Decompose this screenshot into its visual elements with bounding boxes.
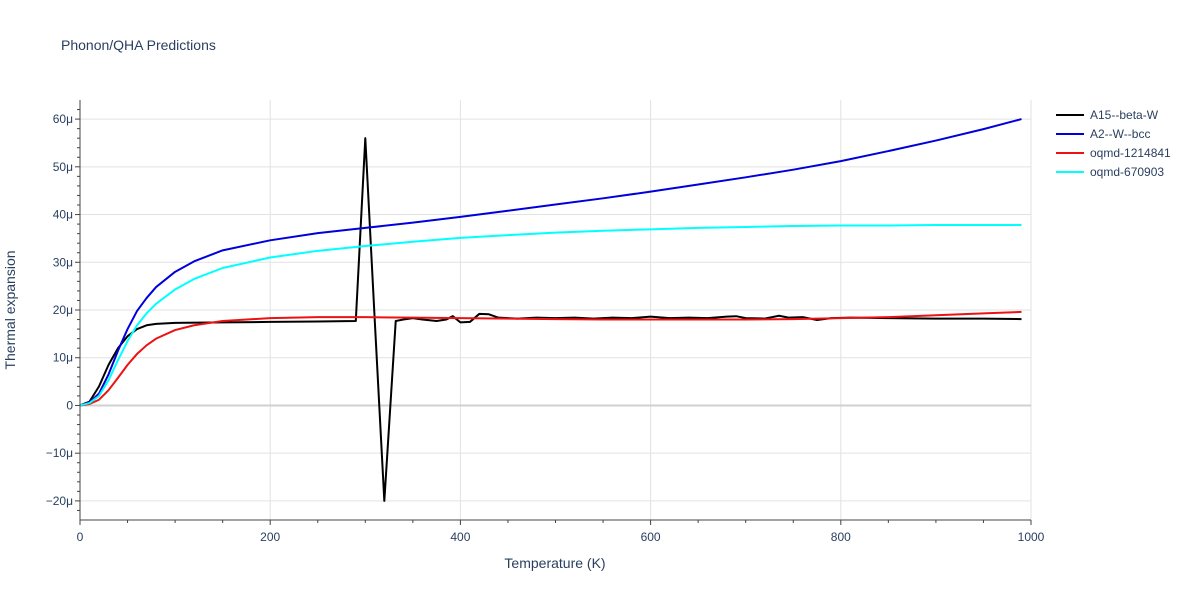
series-line-a2-w-bcc bbox=[79, 118, 1022, 407]
y-axis-title: Thermal expansion bbox=[2, 250, 18, 369]
series-lines bbox=[79, 118, 1022, 502]
y-tick-label: 60μ bbox=[53, 112, 73, 126]
x-axis-ticks: 0 200 400 600 800 1000 bbox=[77, 530, 1045, 544]
chart-title: Phonon/QHA Predictions bbox=[61, 37, 216, 53]
y-tick-label: 50μ bbox=[53, 160, 73, 174]
y-tick-label: 20μ bbox=[53, 303, 73, 317]
y-axis-ticks: −20μ −10μ 0 10μ 20μ 30μ 40μ 50μ 60μ bbox=[46, 112, 74, 508]
axes bbox=[75, 100, 1032, 525]
x-tick-label: 200 bbox=[260, 530, 280, 544]
legend-item[interactable]: oqmd-1214841 bbox=[1056, 146, 1171, 160]
x-axis-title: Temperature (K) bbox=[504, 555, 605, 571]
x-tick-label: 600 bbox=[641, 530, 661, 544]
legend-item[interactable]: A2--W--bcc bbox=[1056, 127, 1150, 141]
y-tick-label: 10μ bbox=[53, 351, 73, 365]
y-tick-label: −20μ bbox=[46, 494, 73, 508]
legend-label: A15--beta-W bbox=[1090, 108, 1159, 122]
x-tick-label: 1000 bbox=[1018, 530, 1045, 544]
y-tick-label: −10μ bbox=[46, 446, 73, 460]
legend-label: oqmd-670903 bbox=[1090, 165, 1164, 179]
y-tick-label: 40μ bbox=[53, 208, 73, 222]
series-line-oqmd-1214841 bbox=[79, 310, 1022, 407]
y-tick-label: 30μ bbox=[53, 255, 73, 269]
grid-lines bbox=[80, 100, 1032, 520]
x-tick-label: 0 bbox=[77, 530, 84, 544]
legend-label: oqmd-1214841 bbox=[1090, 146, 1171, 160]
legend-label: A2--W--bcc bbox=[1090, 127, 1150, 141]
legend-item[interactable]: oqmd-670903 bbox=[1056, 165, 1164, 179]
series-line-a15-beta-w bbox=[79, 137, 1022, 502]
legend-item[interactable]: A15--beta-W bbox=[1056, 108, 1159, 122]
x-tick-label: 800 bbox=[831, 530, 851, 544]
y-tick-label: 0 bbox=[66, 398, 73, 412]
series-line-oqmd-670903 bbox=[79, 224, 1022, 407]
x-tick-label: 400 bbox=[450, 530, 470, 544]
legend: A15--beta-W A2--W--bcc oqmd-1214841 oqmd-67… bbox=[1056, 108, 1171, 179]
